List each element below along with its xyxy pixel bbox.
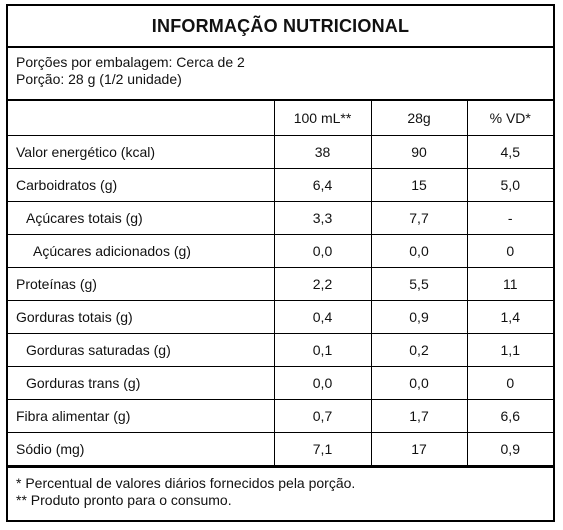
daily-value: 6,6 (466, 398, 553, 433)
value-per-portion: 5,5 (370, 266, 468, 301)
panel-title: INFORMAÇÃO NUTRICIONAL (8, 6, 553, 48)
header-blank (8, 101, 275, 136)
value-per-portion: 0,2 (370, 332, 468, 367)
value-per-100ml: 0,1 (273, 332, 372, 367)
value-per-100ml: 0,0 (273, 233, 372, 268)
value-per-100ml: 3,3 (273, 200, 372, 235)
header-daily-value: % VD* (466, 101, 553, 136)
portion-size: Porção: 28 g (1/2 unidade) (16, 71, 182, 87)
daily-value: 4,5 (466, 134, 553, 169)
nutrient-label: Sódio (mg) (8, 431, 275, 466)
table-row: Gorduras trans (g) 0,0 0,0 0 (8, 365, 553, 400)
daily-value: - (466, 200, 553, 235)
value-per-portion: 17 (370, 431, 468, 466)
value-per-portion: 15 (370, 167, 468, 202)
nutrient-label: Gorduras saturadas (g) (8, 332, 275, 367)
nutrition-facts-panel: INFORMAÇÃO NUTRICIONAL Porções por embal… (6, 4, 555, 522)
value-per-100ml: 2,2 (273, 266, 372, 301)
nutrient-label: Gorduras totais (g) (8, 299, 275, 334)
table-row: Açúcares totais (g) 3,3 7,7 - (8, 200, 553, 235)
value-per-100ml: 0,0 (273, 365, 372, 400)
value-per-portion: 0,9 (370, 299, 468, 334)
nutrient-label: Açúcares adicionados (g) (8, 233, 275, 268)
nutrient-label: Açúcares totais (g) (8, 200, 275, 235)
table-row: Valor energético (kcal) 38 90 4,5 (8, 134, 553, 169)
header-per-portion: 28g (370, 101, 468, 136)
table-row: Fibra alimentar (g) 0,7 1,7 6,6 (8, 398, 553, 433)
portion-info: Porções por embalagem: Cerca de 2 Porção… (8, 48, 553, 101)
table-row: Sódio (mg) 7,1 17 0,9 (8, 431, 553, 466)
value-per-100ml: 0,7 (273, 398, 372, 433)
nutrient-label: Carboidratos (g) (8, 167, 275, 202)
value-per-portion: 7,7 (370, 200, 468, 235)
portions-per-package: Porções por embalagem: Cerca de 2 (16, 54, 245, 70)
value-per-100ml: 0,4 (273, 299, 372, 334)
value-per-portion: 0,0 (370, 233, 468, 268)
footnote-daily-value: * Percentual de valores diários fornecid… (16, 474, 356, 491)
daily-value: 5,0 (466, 167, 553, 202)
value-per-portion: 0,0 (370, 365, 468, 400)
nutrient-label: Proteínas (g) (8, 266, 275, 301)
daily-value: 11 (466, 266, 553, 301)
daily-value: 1,4 (466, 299, 553, 334)
daily-value: 0 (466, 365, 553, 400)
daily-value: 0,9 (466, 431, 553, 466)
header-per-100ml: 100 mL** (273, 101, 372, 136)
value-per-portion: 90 (370, 134, 468, 169)
value-per-portion: 1,7 (370, 398, 468, 433)
footnotes: * Percentual de valores diários fornecid… (8, 465, 553, 520)
daily-value: 0 (466, 233, 553, 268)
table-header-row: 100 mL** 28g % VD* (8, 101, 553, 136)
table-row: Gorduras saturadas (g) 0,1 0,2 1,1 (8, 332, 553, 367)
table-row: Carboidratos (g) 6,4 15 5,0 (8, 167, 553, 202)
daily-value: 1,1 (466, 332, 553, 367)
table-row: Proteínas (g) 2,2 5,5 11 (8, 266, 553, 301)
nutrient-label: Gorduras trans (g) (8, 365, 275, 400)
value-per-100ml: 7,1 (273, 431, 372, 466)
nutrient-label: Valor energético (kcal) (8, 134, 275, 169)
value-per-100ml: 38 (273, 134, 372, 169)
value-per-100ml: 6,4 (273, 167, 372, 202)
footnote-ready-to-consume: ** Produto pronto para o consumo. (16, 491, 232, 508)
nutrition-table: 100 mL** 28g % VD* Valor energético (kca… (8, 101, 553, 466)
nutrient-label: Fibra alimentar (g) (8, 398, 275, 433)
table-row: Açúcares adicionados (g) 0,0 0,0 0 (8, 233, 553, 268)
table-row: Gorduras totais (g) 0,4 0,9 1,4 (8, 299, 553, 334)
